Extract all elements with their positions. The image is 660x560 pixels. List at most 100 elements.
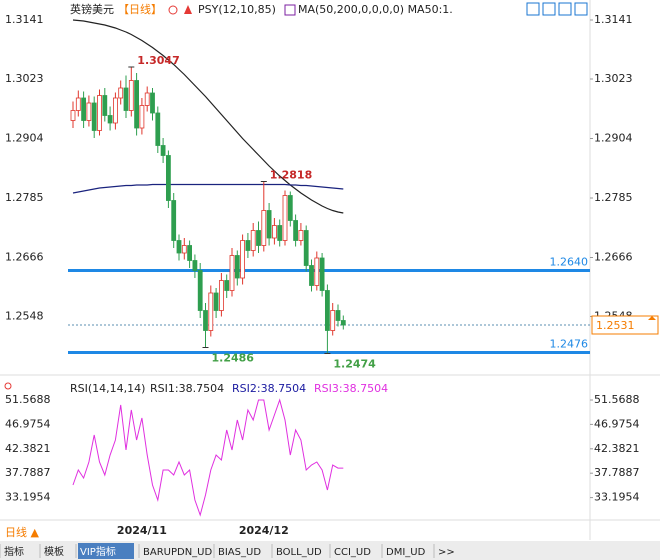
candle-body [144,92,150,106]
candle-body [314,257,320,286]
candle-body [192,260,198,271]
x-tick-label: 2024/11 [117,524,167,537]
candle-body [203,310,208,331]
icon[interactable] [558,2,572,16]
tab[interactable]: BIAS_UD [218,547,261,558]
y-tick-label: 37.7887 [594,466,640,479]
y-tick-label: 1.3023 [5,72,44,85]
candle-body [277,225,283,241]
moving-average-line [72,183,344,194]
level-label: 1.2640 [550,256,589,269]
y-tick-label: 1.2904 [594,132,633,145]
candle-body [303,230,309,266]
extreme-label: 1.2486 [212,352,255,365]
y-tick-label: 51.5688 [594,393,640,406]
legend-entry: RSI2:38.7504 [232,382,306,395]
x-tick-label: 2024/12 [239,524,289,537]
y-tick-label: 46.9754 [594,417,640,430]
y-tick-label: 1.3141 [594,13,633,26]
candle-body [91,102,97,131]
rsi-line [72,398,344,517]
candle-body [97,95,102,131]
candle-body [340,320,346,326]
icon[interactable] [168,5,178,15]
candle-body [319,257,325,291]
candle-body [70,110,76,121]
candle-body [335,310,341,321]
y-tick-label: 1.2785 [5,191,44,204]
candle-body [128,80,134,111]
candle-body [165,155,171,201]
candle-body [107,115,113,124]
candle-body [261,210,267,246]
chart-title: 英镑美元 [70,2,114,16]
candle-body [75,97,81,111]
candle-body [123,87,129,111]
y-tick-label: 1.3023 [594,72,633,85]
candle-body [240,240,246,279]
icon[interactable] [4,382,12,390]
y-tick-label: 1.3141 [5,13,44,26]
tab[interactable]: CCI_UD [334,547,371,558]
candle-body [102,95,108,116]
y-tick-label: 1.2548 [5,310,44,323]
tab[interactable]: DMI_UD [386,547,426,558]
icon[interactable] [542,2,556,16]
candle-body [86,102,92,121]
candle-body [187,245,193,261]
extreme-label: 1.2818 [270,169,312,182]
tab[interactable]: 模板 [44,545,64,558]
icon[interactable] [184,5,192,14]
moving-average-line [72,19,344,214]
tab[interactable]: 指标 [4,545,24,558]
candle-body [81,97,86,121]
icon[interactable] [574,2,588,16]
candle-body [324,290,330,331]
y-tick-label: 46.9754 [5,417,51,430]
candle-body [271,225,277,239]
indicator-title: RSI(14,14,14) [70,382,145,395]
candle-body [224,280,230,291]
candle-body [218,280,224,311]
period-label: 【日线】 [118,2,162,16]
last-price-label: 1.2531 [596,319,635,332]
extreme-label: 1.2474 [333,358,376,371]
indicator-label: MA(50,200,0,0,0,0) MA50:1. [298,3,453,16]
tab[interactable]: VIP指标 [80,545,116,558]
candle-body [266,210,272,239]
icon[interactable] [526,2,540,16]
candle-body [213,292,219,311]
candle-body [298,230,304,241]
last-price-marker [648,316,656,320]
extreme-label: 1.3047 [137,54,179,67]
last-price-box [591,315,659,335]
candle-body [160,145,166,156]
candle-body [139,105,145,129]
candle-body [229,255,235,291]
period-toggle[interactable]: 日线 ▲ [5,525,39,539]
candle-body [309,265,314,286]
candle-body [245,240,251,251]
candle-body [287,195,293,221]
candle-body [330,310,336,331]
y-tick-label: 1.2666 [5,251,44,264]
candle-body [150,92,155,114]
y-tick-label: 33.1954 [5,491,51,504]
candle-body [197,270,203,311]
candle-body [134,80,140,129]
tab[interactable]: BARUPDN_UD [143,547,212,558]
candle-body [250,230,256,251]
y-tick-label: 1.2904 [5,132,44,145]
candle-body [181,245,187,254]
toolbar-icons [526,2,588,16]
y-tick-label: 1.2666 [594,251,633,264]
candle-body [293,220,299,241]
candle-body [155,112,161,146]
candle-body [234,255,240,279]
icon[interactable] [284,4,296,16]
tab[interactable]: >> [438,547,455,558]
y-tick-label: 42.3821 [5,442,51,455]
tab[interactable]: BOLL_UD [276,547,322,558]
